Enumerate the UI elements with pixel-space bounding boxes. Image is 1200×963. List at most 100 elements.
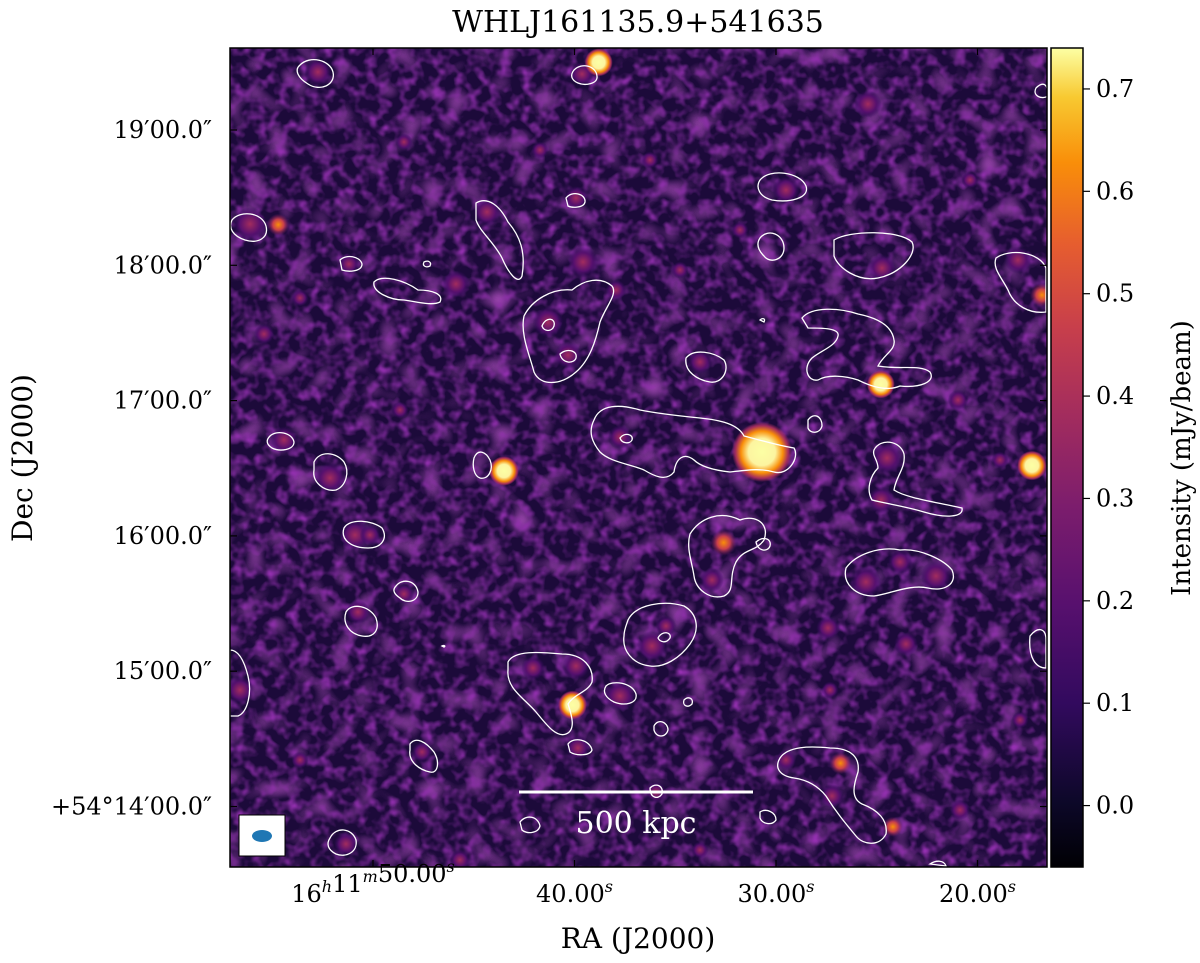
contour [266, 431, 295, 451]
faint-source [339, 519, 371, 551]
ra-tick-label: 30.00s [738, 877, 815, 908]
contour [373, 277, 442, 305]
dec-tick-label: 15′00.0″ [114, 657, 212, 685]
faint-source [304, 58, 332, 86]
colorbar-tick-label: 0.7 [1096, 75, 1134, 103]
contour [603, 682, 637, 705]
x-axis-label: RA (J2000) [561, 922, 716, 955]
contour [928, 860, 947, 867]
colorbar-label: Intensity (mJy/beam) [1167, 320, 1197, 596]
contour [339, 255, 363, 272]
dec-tick-label: 19′00.0″ [114, 116, 212, 144]
faint-source [671, 261, 689, 279]
faint-source [867, 486, 895, 514]
contour [759, 809, 777, 825]
faint-source [346, 600, 370, 624]
faint-source [641, 151, 659, 169]
faint-source [253, 323, 275, 345]
colorbar-tick-label: 0.5 [1096, 280, 1134, 308]
faint-source [395, 133, 413, 151]
contour [657, 632, 671, 643]
faint-source [920, 560, 952, 592]
source-west-edge [1029, 283, 1047, 308]
faint-source [961, 171, 979, 189]
contour [571, 65, 598, 85]
faint-source [604, 680, 636, 712]
contour [522, 279, 615, 384]
contour [1029, 629, 1047, 669]
faint-source [442, 270, 470, 298]
faint-source [449, 849, 471, 867]
dec-tick-label: 17′00.0″ [114, 387, 212, 415]
faint-source [532, 306, 564, 338]
contour [844, 548, 954, 597]
colorbar-tick-label: 0.0 [1096, 792, 1134, 820]
chart-title: WHLJ161135.9+541635 [452, 5, 824, 40]
contour [623, 602, 697, 667]
contour [230, 213, 268, 242]
faint-source [334, 832, 358, 856]
faint-source [233, 207, 267, 241]
contour [559, 349, 577, 363]
source-west-bright [1017, 450, 1047, 481]
contour [807, 415, 823, 433]
dec-axis-ticks: 19′00.0″ 18′00.0″ 17′00.0″ 16′00.0″ 15′00.0″… [51, 116, 1047, 821]
faint-source [691, 841, 709, 859]
contour [567, 739, 593, 756]
contour [440, 644, 446, 648]
colorbar-tick-label: 0.3 [1096, 484, 1134, 512]
source-se-arc-2 [882, 816, 903, 837]
faint-source [1004, 246, 1032, 274]
colorbar-tick-label: 0.6 [1096, 177, 1134, 205]
contour [342, 520, 385, 549]
contour [801, 308, 932, 390]
faint-source [291, 751, 309, 769]
faint-source [554, 341, 582, 369]
contour [1034, 83, 1047, 99]
source-north-top [584, 48, 613, 77]
contour [649, 784, 663, 799]
contour [475, 200, 524, 281]
faint-source [291, 289, 309, 307]
faint-source [655, 615, 677, 637]
dec-tick-label: +54°14′00.0″ [51, 793, 212, 821]
faint-source [888, 550, 912, 574]
contour [541, 318, 555, 332]
contour [757, 172, 808, 202]
contour [590, 405, 797, 478]
contour [327, 829, 357, 856]
faint-source [871, 442, 903, 474]
faint-source [772, 176, 800, 204]
faint-source [567, 246, 599, 278]
contour [757, 232, 785, 261]
dec-tick-label: 18′00.0″ [114, 251, 212, 279]
faint-source [338, 253, 360, 275]
contour [344, 605, 378, 637]
colorbar-tick-label: 0.4 [1096, 382, 1134, 410]
contour [296, 59, 334, 88]
faint-source [473, 198, 501, 226]
source-se-arc [829, 752, 852, 775]
dec-tick-label: 16′00.0″ [114, 522, 212, 550]
faint-source [947, 389, 969, 411]
faint-source [411, 741, 433, 763]
contour [519, 816, 541, 834]
contour [507, 651, 593, 736]
faint-source [359, 524, 381, 546]
faint-source [230, 676, 254, 704]
contour [755, 537, 771, 551]
faint-source [949, 799, 971, 821]
faint-source [816, 616, 840, 640]
faint-source [636, 630, 668, 662]
faint-emission [230, 58, 1032, 867]
source-south [558, 690, 587, 720]
faint-source [521, 656, 545, 680]
scale-bar-label: 500 kpc [576, 806, 697, 841]
faint-source [564, 186, 588, 210]
faint-source [314, 462, 346, 494]
y-axis-label: Dec (J2000) [6, 374, 39, 542]
faint-source [820, 784, 844, 808]
faint-source [775, 749, 797, 771]
contour [313, 453, 348, 491]
